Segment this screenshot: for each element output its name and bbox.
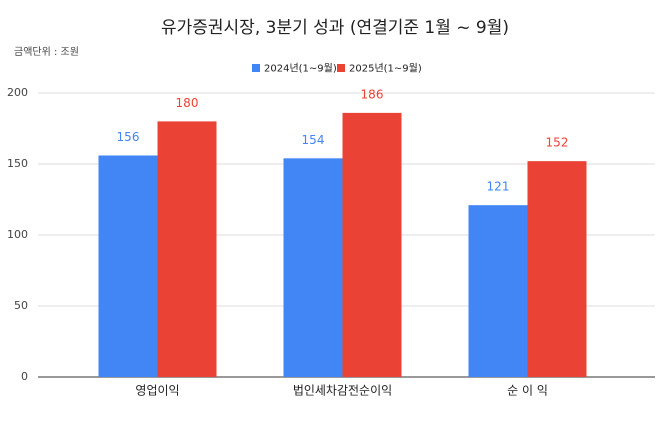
bar bbox=[98, 155, 158, 377]
legend-label: 2025년(1~9월) bbox=[349, 63, 422, 75]
bar bbox=[157, 121, 217, 378]
value-label: 154 bbox=[302, 133, 325, 147]
y-tick-label: 150 bbox=[7, 157, 28, 170]
unit-label: 금액단위 : 조원 bbox=[14, 45, 79, 58]
legend-swatch bbox=[337, 64, 345, 72]
value-label: 121 bbox=[487, 180, 510, 194]
x-tick-label: 법인세차감전순이익 bbox=[293, 384, 392, 398]
value-label: 152 bbox=[546, 136, 569, 150]
bar bbox=[527, 161, 587, 377]
bar bbox=[342, 112, 402, 377]
legend-swatch bbox=[252, 64, 260, 72]
value-label: 180 bbox=[176, 96, 199, 110]
bar bbox=[468, 205, 528, 377]
value-label: 156 bbox=[117, 130, 140, 144]
y-tick-label: 0 bbox=[21, 370, 28, 383]
y-tick-label: 100 bbox=[7, 228, 28, 241]
value-label: 186 bbox=[361, 87, 384, 101]
x-tick-label: 순 이 익 bbox=[507, 384, 548, 398]
y-tick-label: 200 bbox=[7, 86, 28, 99]
x-tick-label: 영업이익 bbox=[135, 384, 179, 398]
bar bbox=[283, 158, 343, 377]
chart-title: 유가증권시장, 3분기 성과 (연결기준 1월 ~ 9월) bbox=[161, 18, 509, 38]
y-tick-label: 50 bbox=[14, 299, 28, 312]
legend-label: 2024년(1~9월) bbox=[264, 63, 337, 75]
